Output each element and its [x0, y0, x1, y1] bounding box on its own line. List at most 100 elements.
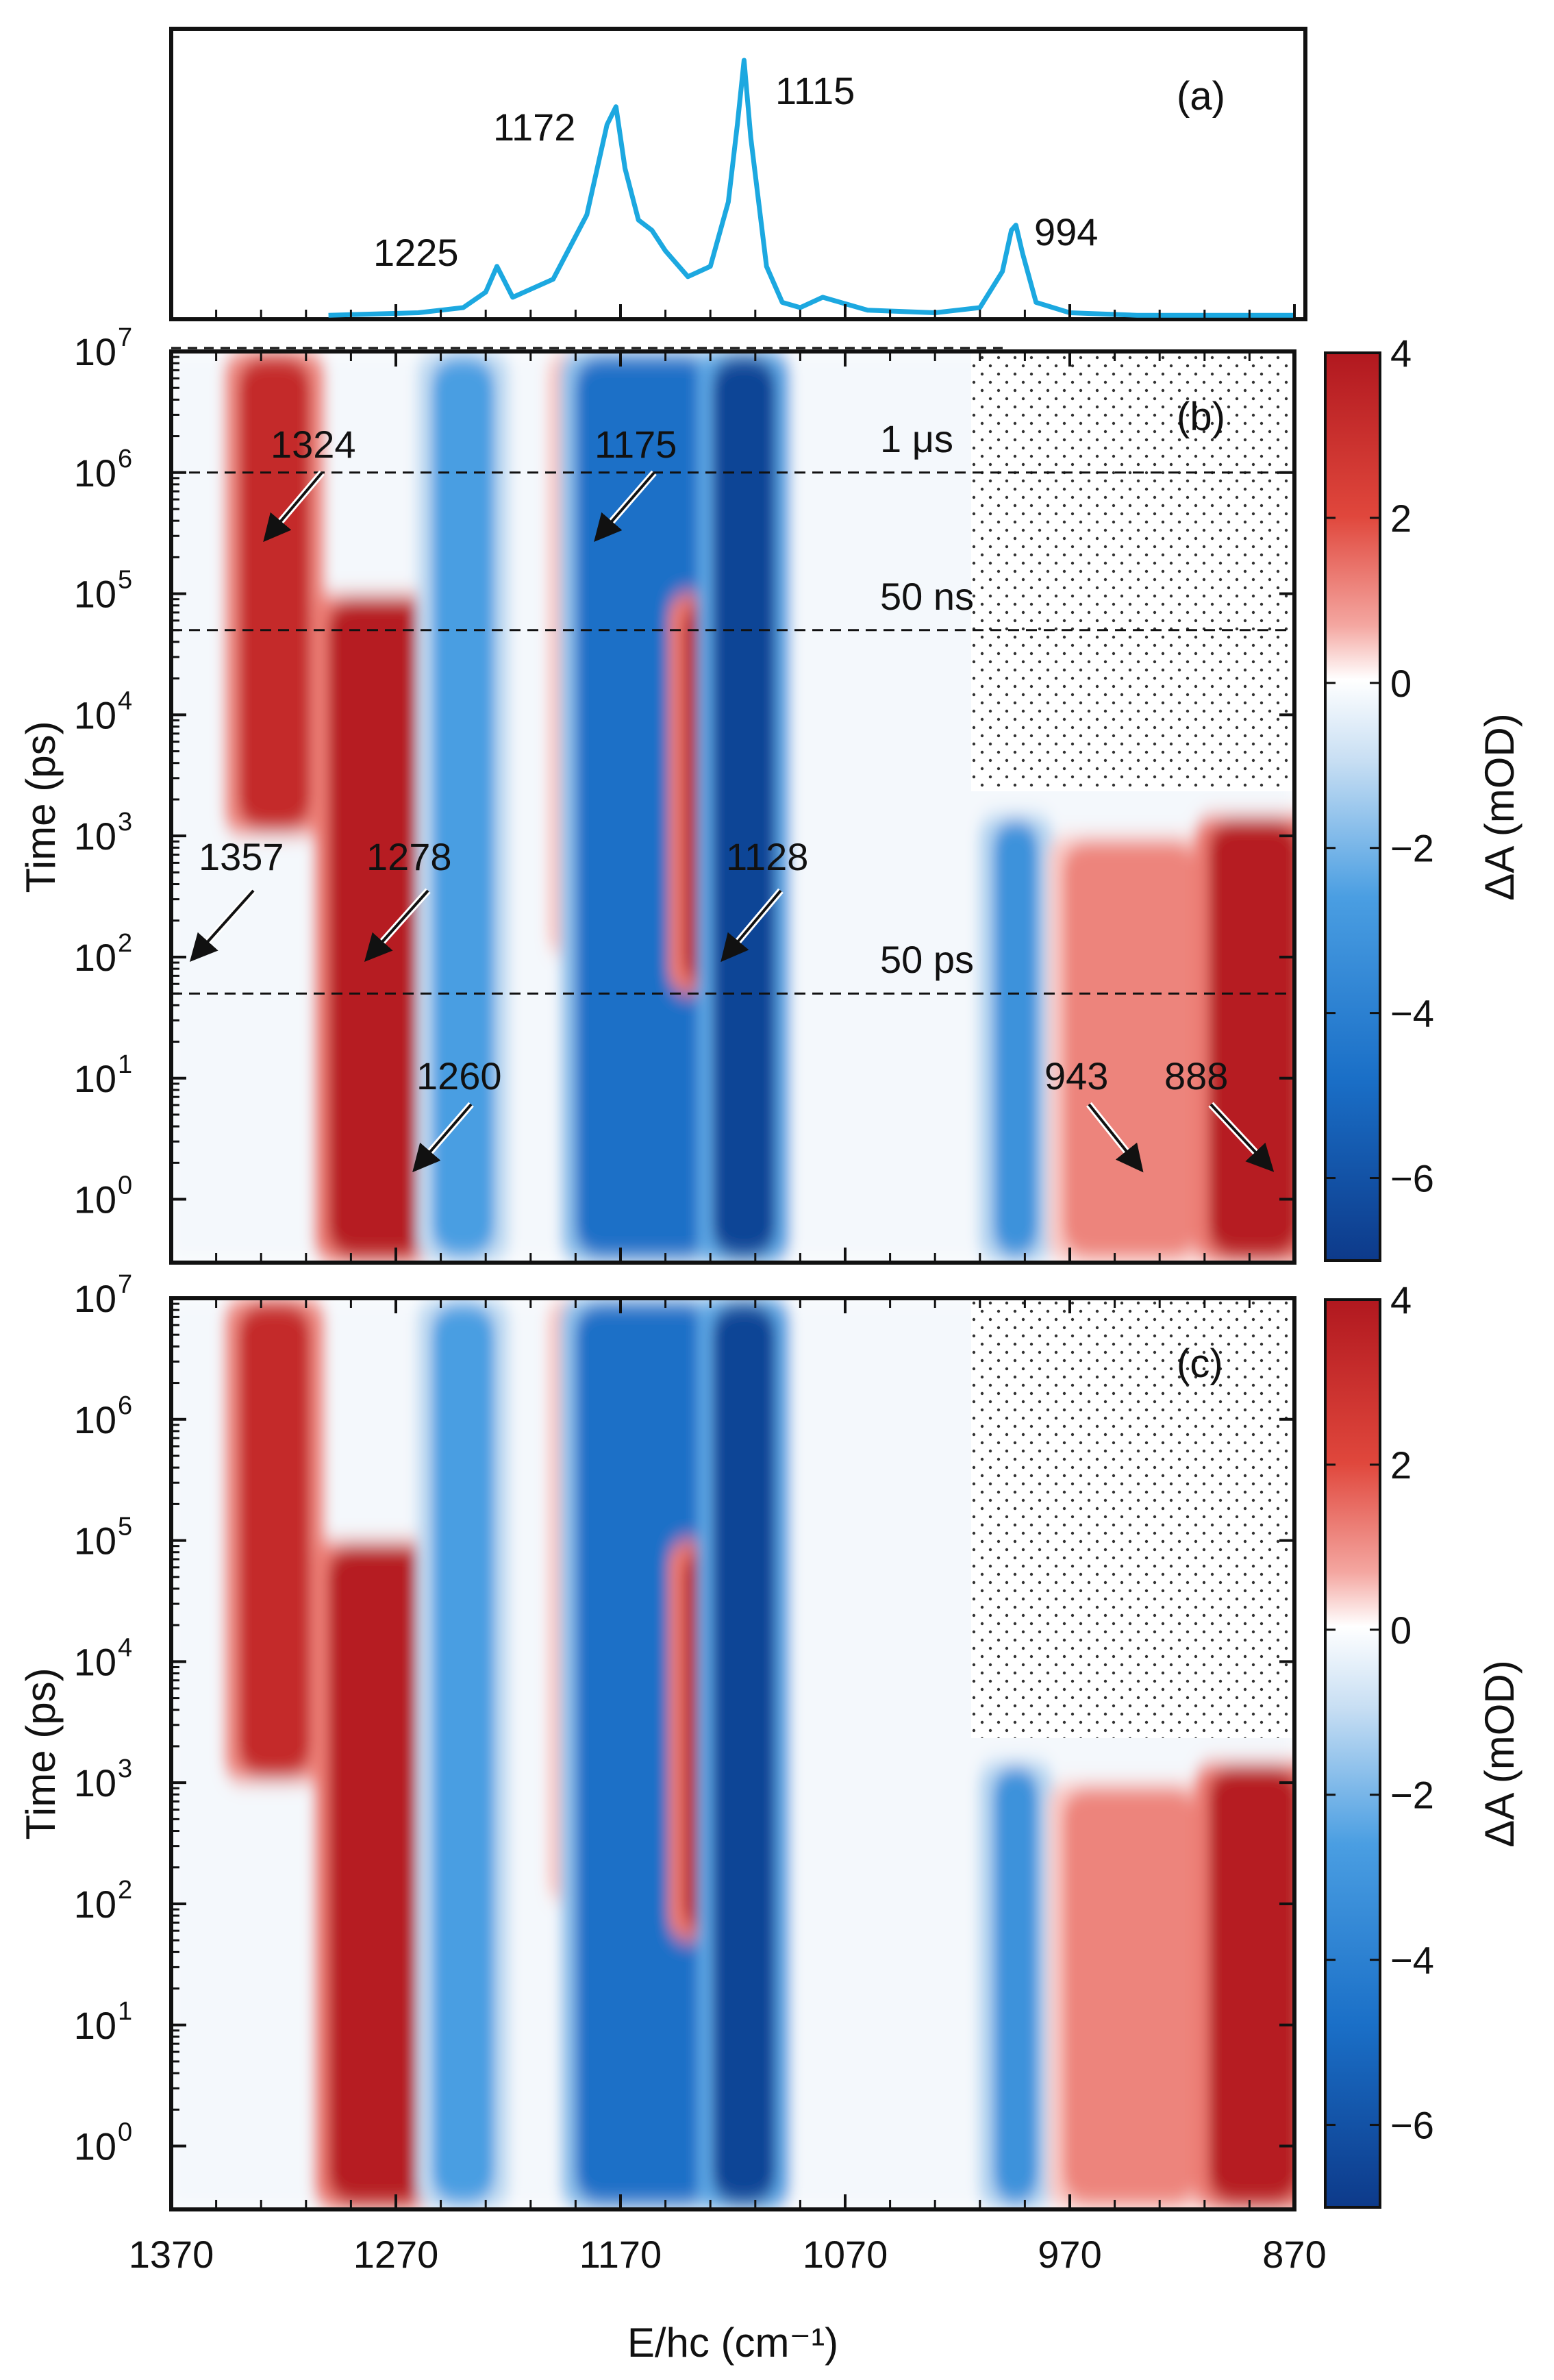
panel-label-a: (a)	[1177, 74, 1225, 119]
heatmap-feature-994	[993, 820, 1039, 1257]
annotation-label: 1260	[416, 1054, 502, 1098]
y-tick-exponent: 3	[118, 808, 132, 836]
time-marker-label: 50 ps	[880, 938, 974, 981]
heatmap-feature-888	[1209, 1767, 1294, 2204]
colorbar-tick-label: −2	[1390, 1774, 1434, 1817]
x-tick-label: 1070	[803, 2233, 888, 2276]
heatmap-feature-1160	[575, 357, 711, 1257]
y-axis-label-b: Time (ps)	[18, 721, 64, 893]
x-tick-label: 1370	[129, 2233, 214, 2276]
annotation-label: 888	[1164, 1054, 1228, 1098]
annotation-label: 943	[1044, 1054, 1108, 1098]
heatmap-feature-1240	[431, 1304, 495, 2204]
colorbar-c-label: ΔA (mOD)	[1477, 1660, 1522, 1847]
annotation-arrow	[1088, 1103, 1144, 1173]
y-tick-label: 10	[74, 2004, 116, 2047]
annotation-arrow	[412, 1103, 473, 1173]
y-tick-label: 10	[74, 1398, 116, 1441]
absorption-spectrum-line	[328, 58, 1294, 318]
y-tick-label: 10	[74, 1883, 116, 1926]
annotation-arrow	[594, 471, 655, 543]
heatmap-b	[171, 351, 1294, 1263]
annotation-arrow	[189, 889, 255, 962]
time-marker-label: 1 μs	[880, 417, 953, 460]
colorbar-tick-label: 2	[1390, 1443, 1412, 1487]
time-markers-b: 1 μs 50 ns 50 ps	[171, 417, 1294, 995]
y-tick-exponent: 7	[118, 1270, 132, 1299]
x-tick-label: 1270	[353, 2233, 439, 2276]
y-tick-exponent: 6	[118, 445, 132, 473]
panel-b-frame	[169, 349, 1296, 1265]
panel-label-c: (c)	[1177, 1341, 1223, 1386]
colorbar-tick-label: −6	[1390, 2104, 1434, 2147]
annotation-label: 1128	[726, 835, 808, 878]
y-tick-label: 10	[74, 573, 116, 616]
y-axis-label-c: Time (ps)	[18, 1668, 64, 1839]
colorbar-c-ticks: 4 2 0 −2 −4 −6	[1325, 1278, 1434, 2147]
peak-label-994: 994	[1034, 210, 1098, 253]
annotation-arrow	[364, 889, 429, 962]
y-tick-exponent: 3	[118, 1755, 132, 1783]
time-marker-label: 50 ns	[880, 575, 974, 618]
colorbar-c-gradient	[1324, 1298, 1381, 2209]
y-tick-exponent: 2	[118, 929, 132, 958]
y-tick-exponent: 6	[118, 1391, 132, 1420]
heatmap-feature-1278	[328, 1546, 427, 2204]
y-tick-label: 10	[74, 1178, 116, 1222]
peak-label-1115: 1115	[775, 69, 855, 112]
peak-label-1172: 1172	[493, 106, 575, 149]
colorbar-tick-label: 2	[1390, 497, 1412, 540]
y-tick-exponent: 0	[118, 1172, 132, 1200]
panel-label-b: (b)	[1177, 395, 1225, 439]
annotation-label: 1357	[199, 835, 284, 878]
heatmap-feature-1324	[238, 1304, 311, 1778]
x-tick-label: 870	[1262, 2233, 1326, 2276]
annotation-label: 1278	[366, 835, 452, 878]
colorbar-b-ticks: 4 2 0 −2 −4 −6	[1325, 332, 1434, 1200]
x-tick-label: 970	[1038, 2233, 1101, 2276]
colorbar-tick-label: 0	[1390, 662, 1412, 705]
peak-annotations-b: 1324 1175 1357 1278 1128 1260 943 888	[189, 423, 1275, 1173]
y-tick-label: 10	[74, 936, 116, 979]
x-ticks: 1370 1270 1170 1070 970 870	[129, 304, 1327, 2276]
annotation-arrow	[720, 889, 782, 963]
colorbar-tick-label: −2	[1390, 827, 1434, 870]
colorbar-c: 4 2 0 −2 −4 −6 ΔA (mOD)	[1324, 1278, 1522, 2209]
y-tick-label: 10	[74, 1277, 116, 1320]
heatmap-feature-1240	[431, 357, 495, 1257]
colorbar-b-label: ΔA (mOD)	[1477, 713, 1522, 900]
y-tick-exponent: 5	[118, 1513, 132, 1541]
heatmap-feature-943	[1063, 1788, 1198, 2204]
annotation-label: 1175	[594, 423, 677, 466]
heatmap-feature-994	[993, 1767, 1039, 2204]
colorbar-tick-label: 0	[1390, 1609, 1412, 1652]
colorbar-tick-label: 4	[1390, 1278, 1412, 1322]
x-axis-label: E/hc (cm⁻¹)	[627, 2320, 838, 2366]
colorbar-tick-label: 4	[1390, 332, 1412, 375]
y-tick-label: 10	[74, 451, 116, 495]
heatmap-feature-1324	[238, 357, 311, 831]
peak-label-1225: 1225	[373, 231, 459, 274]
y-tick-label: 10	[74, 1057, 116, 1100]
y-tick-label: 10	[74, 693, 116, 736]
y-tick-exponent: 4	[118, 686, 132, 715]
y-tick-exponent: 5	[118, 566, 132, 595]
colorbar-tick-label: −4	[1390, 992, 1434, 1035]
y-tick-label: 10	[74, 1761, 116, 1805]
heatmap-feature-1160	[575, 1304, 711, 2204]
y-tick-label: 10	[74, 2125, 116, 2168]
y-tick-exponent: 1	[118, 1050, 132, 1079]
heatmap-feature-1115	[712, 357, 776, 1257]
y-tick-label: 10	[74, 1640, 116, 1683]
heatmap-feature-1278	[328, 599, 427, 1257]
panel-a: 1225 1172 1115 994 (a)	[169, 27, 1307, 321]
y-tick-exponent: 7	[118, 323, 132, 352]
heatmap-feature-888	[1209, 820, 1294, 1257]
annotation-arrow	[1210, 1103, 1275, 1172]
no-data-dots-c	[971, 1298, 1294, 1738]
y-tick-exponent: 0	[118, 2118, 132, 2147]
